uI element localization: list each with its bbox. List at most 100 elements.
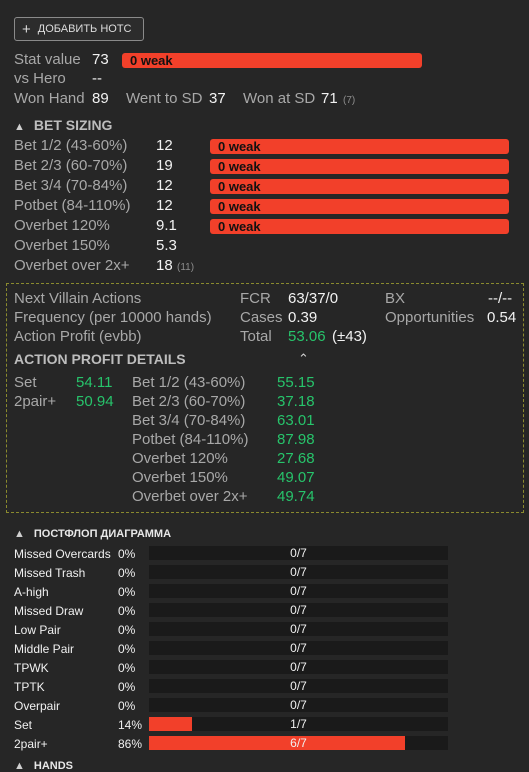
- apd-left-value: 50.94: [76, 393, 114, 410]
- postflop-row-bar: 0/7: [149, 698, 448, 712]
- postflop-row-bar: 0/7: [149, 622, 448, 636]
- postflop-row-label: Missed Trash: [14, 566, 86, 580]
- bx-label: BX: [385, 290, 406, 307]
- won-sd-value: 71: [321, 90, 338, 107]
- bet-sizing-bar: 0 weak: [210, 179, 509, 194]
- apd-right-label: Overbet 150%: [132, 469, 228, 486]
- postflop-row-value: 0/7: [290, 698, 307, 712]
- postflop-row-label: Missed Overcards: [14, 547, 111, 561]
- apd-right-label: Potbet (84-110%): [132, 431, 249, 448]
- frequency-label: Frequency (per 10000 hands): [14, 309, 212, 326]
- postflop-row-fill: [149, 736, 405, 750]
- apd-right-value: 55.15: [277, 374, 315, 391]
- chevron-up-icon[interactable]: ⌃: [298, 351, 309, 366]
- bet-sizing-bar: 0 weak: [210, 139, 509, 154]
- bet-sizing-label: Overbet 120%: [14, 217, 110, 234]
- bet-sizing-value: 18: [156, 257, 173, 274]
- next-villain-actions: Next Villain Actions: [14, 290, 142, 307]
- postflop-row-pct: 0%: [118, 642, 136, 656]
- postflop-row-value: 0/7: [290, 546, 307, 560]
- bet-sizing-label: Bet 3/4 (70-84%): [14, 177, 128, 194]
- postflop-row-value: 0/7: [290, 622, 307, 636]
- won-hand-label: Won Hand: [14, 90, 85, 107]
- postflop-row-value: 1/7: [290, 717, 307, 731]
- apd-right-value: 49.07: [277, 469, 315, 486]
- postflop-row-bar: 6/7: [149, 736, 448, 750]
- villain-actions-panel: [6, 283, 524, 513]
- postflop-row-pct: 0%: [118, 547, 136, 561]
- postflop-row-pct: 0%: [118, 585, 136, 599]
- apd-right-label: Overbet over 2x+: [132, 488, 248, 505]
- postflop-row-pct: 0%: [118, 566, 136, 580]
- vs-hero-value: --: [92, 70, 102, 87]
- postflop-row-value: 0/7: [290, 660, 307, 674]
- bet-sizing-title: BET SIZING: [33, 117, 113, 133]
- hands-title: HANDS: [33, 760, 74, 772]
- apd-right-value: 63.01: [277, 412, 315, 429]
- opportunities-label: Opportunities: [385, 309, 475, 326]
- postflop-row-value: 0/7: [290, 603, 307, 617]
- vs-hero-label: vs Hero: [14, 70, 66, 87]
- bet-sizing-label: Overbet 150%: [14, 237, 110, 254]
- postflop-row-pct: 86%: [118, 737, 143, 751]
- apd-right-label: Bet 2/3 (60-70%): [132, 393, 246, 410]
- apd-left-value: 54.11: [76, 374, 113, 391]
- postflop-row-label: TPTK: [14, 680, 45, 694]
- won-sd-count: (7): [343, 95, 356, 106]
- bet-sizing-count: (11): [177, 262, 195, 273]
- apd-right-value: 49.74: [277, 488, 315, 505]
- postflop-row-pct: 0%: [118, 680, 136, 694]
- postflop-row-pct: 0%: [118, 699, 136, 713]
- postflop-row-label: Low Pair: [14, 623, 61, 637]
- postflop-row-bar: 1/7: [149, 717, 448, 731]
- bx-value: --/--: [488, 290, 513, 307]
- fcr-value: 63/37/0: [288, 290, 339, 307]
- chevron-up-icon: ▲: [14, 528, 25, 540]
- postflop-row-bar: 0/7: [149, 641, 448, 655]
- postflop-row-fill: [149, 717, 192, 731]
- bet-sizing-label: Overbet over 2x+: [14, 257, 130, 274]
- fcr-label: FCR: [240, 290, 271, 307]
- postflop-row-label: TPWK: [14, 661, 49, 675]
- opportunities-value: 0.54: [487, 309, 517, 326]
- total-value: 53.06: [288, 328, 326, 345]
- postflop-row-label: 2pair+: [14, 737, 48, 751]
- bet-sizing-value: 12: [156, 137, 173, 154]
- postflop-row-label: Overpair: [14, 699, 61, 713]
- postflop-row-bar: 0/7: [149, 584, 448, 598]
- postflop-header[interactable]: ▲ ПОСТФЛОП ДИАГРАММА: [14, 528, 171, 540]
- postflop-row-pct: 0%: [118, 604, 136, 618]
- postflop-row-pct: 0%: [118, 661, 136, 675]
- postflop-row-bar: 0/7: [149, 565, 448, 579]
- postflop-row-bar: 0/7: [149, 546, 448, 560]
- hands-header[interactable]: ▲ HANDS: [14, 760, 73, 772]
- bet-sizing-value: 19: [156, 157, 173, 174]
- won-hand-value: 89: [92, 90, 109, 107]
- add-note-label: ДОБАВИТЬ НОТС: [37, 23, 132, 35]
- action-profit-details-title: ACTION PROFIT DETAILS: [14, 351, 186, 367]
- bet-sizing-value: 5.3: [156, 237, 177, 254]
- went-sd-value: 37: [209, 90, 226, 107]
- total-label: Total: [240, 328, 272, 345]
- total-deviation: (±43): [332, 328, 367, 345]
- bet-sizing-header[interactable]: ▲ BET SIZING: [14, 117, 112, 133]
- bet-sizing-value: 12: [156, 197, 173, 214]
- apd-left-label: Set: [14, 374, 37, 391]
- won-sd-label: Won at SD: [243, 90, 316, 107]
- apd-right-value: 87.98: [277, 431, 315, 448]
- postflop-row-bar: 0/7: [149, 679, 448, 693]
- bet-sizing-bar: 0 weak: [210, 219, 509, 234]
- apd-left-label: 2pair+: [14, 393, 57, 410]
- apd-right-label: Overbet 120%: [132, 450, 228, 467]
- postflop-row-value: 0/7: [290, 641, 307, 655]
- apd-right-value: 27.68: [277, 450, 315, 467]
- bet-sizing-bar: 0 weak: [210, 159, 509, 174]
- stat-value: 73: [92, 51, 109, 68]
- add-note-button[interactable]: + ДОБАВИТЬ НОТС: [14, 17, 144, 41]
- postflop-row-label: Missed Draw: [14, 604, 84, 618]
- bet-sizing-label: Bet 2/3 (60-70%): [14, 157, 128, 174]
- bet-sizing-label: Potbet (84-110%): [14, 197, 131, 214]
- postflop-row-label: A-high: [14, 585, 49, 599]
- bet-sizing-value: 9.1: [156, 217, 177, 234]
- bet-sizing-bar: 0 weak: [210, 199, 509, 214]
